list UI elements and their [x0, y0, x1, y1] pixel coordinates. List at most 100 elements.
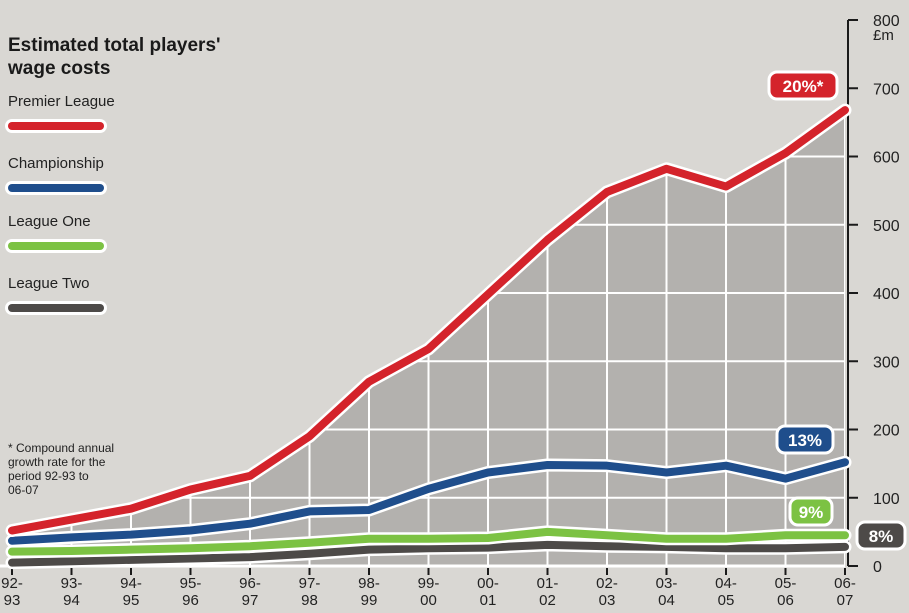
data-point-championship [606, 465, 608, 467]
data-point-championship [487, 471, 489, 473]
data-point-championship [547, 464, 548, 466]
data-point-premier [71, 519, 72, 521]
x-tick-label: 96-97 [239, 575, 261, 609]
chart-title-line-2: wage costs [8, 58, 111, 79]
data-point-league_two [725, 547, 727, 549]
data-point-championship [428, 488, 429, 490]
footnote: * Compound annual growth rate for the pe… [8, 441, 178, 497]
x-tick-label-line-2: 06 [777, 592, 794, 609]
legend-item-league-two: League Two [8, 275, 208, 312]
footnote-line-3: period 92-93 to [8, 469, 89, 483]
data-point-premier [666, 168, 667, 170]
footnote-line-4: 06-07 [8, 483, 39, 497]
x-tick-label-line-2: 07 [837, 592, 854, 609]
x-tick-label: 97-98 [299, 575, 321, 609]
data-point-premier [428, 348, 429, 350]
x-tick-label-line-2: 99 [361, 592, 378, 609]
y-tick-label: 100 [873, 491, 900, 508]
y-tick-label: 600 [873, 150, 900, 167]
data-point-league_one [785, 534, 786, 536]
series-end-badge-league_one [788, 496, 834, 527]
data-point-championship [11, 540, 13, 542]
data-point-championship [71, 536, 72, 538]
data-point-premier [309, 435, 310, 437]
x-tick-label-line-2: 97 [242, 592, 259, 609]
y-tick-label: 200 [873, 423, 900, 440]
footnote-line-2: growth rate for the [8, 455, 106, 469]
data-point-championship [666, 471, 667, 473]
data-point-league_one [487, 537, 489, 539]
x-tick-label: 04-05 [715, 575, 737, 609]
legend-item-league-one: League One [8, 213, 208, 250]
data-point-league_one [547, 531, 548, 533]
chart-title: Estimated total players' wage costs [8, 34, 288, 80]
data-point-league_two [666, 546, 667, 548]
data-point-premier [487, 293, 489, 295]
data-point-league_one [190, 547, 191, 549]
data-point-league_one [725, 538, 727, 540]
x-tick-label-line-1: 02- [596, 575, 618, 592]
legend-swatch-league-two [8, 304, 104, 312]
data-point-premier [547, 239, 548, 241]
y-tick-label: 400 [873, 286, 900, 303]
x-tick-label: 05-06 [775, 575, 797, 609]
x-tick-label-line-2: 02 [539, 592, 556, 609]
data-point-premier [844, 109, 846, 111]
data-point-premier [130, 508, 132, 510]
legend-item-championship: Championship [8, 155, 208, 192]
x-tick-label-line-1: 92- [1, 575, 23, 592]
x-tick-label: 02-03 [596, 575, 618, 609]
data-point-league_one [71, 550, 72, 552]
legend-label-premier-league: Premier League [8, 93, 115, 110]
series-end-label-league_one: 9% [799, 503, 824, 522]
x-tick-label-line-2: 01 [480, 592, 497, 609]
legend-swatch-championship [8, 184, 104, 192]
x-tick-label-line-1: 01- [537, 575, 559, 592]
x-tick-label: 99-00 [418, 575, 440, 609]
x-tick-label-line-1: 94- [120, 575, 142, 592]
x-tick-label-line-1: 05- [775, 575, 797, 592]
x-tick-label-line-1: 97- [299, 575, 321, 592]
legend-label-league-one: League One [8, 213, 91, 230]
x-tick-label: 98-99 [358, 575, 380, 609]
x-tick-label-line-1: 96- [239, 575, 261, 592]
series-end-badge-championship [775, 424, 835, 455]
data-point-championship [844, 461, 846, 463]
data-point-premier [11, 530, 13, 532]
x-tick-label: 06-07 [834, 575, 856, 609]
data-point-league_two [190, 557, 191, 559]
data-point-league_two [487, 547, 489, 549]
x-tick-label-line-2: 95 [123, 592, 140, 609]
data-point-league_two [606, 545, 608, 547]
data-point-championship [190, 530, 191, 532]
x-tick-label-line-1: 95- [180, 575, 202, 592]
data-point-league_two [844, 546, 846, 548]
legend-label-league-two: League Two [8, 275, 90, 292]
data-point-league_two [547, 544, 548, 546]
data-point-championship [130, 534, 132, 536]
series-end-badge-league_two [855, 520, 907, 551]
x-tick-label-line-1: 06- [834, 575, 856, 592]
x-tick-label-line-1: 99- [418, 575, 440, 592]
data-point-league_two [785, 547, 786, 549]
series-end-label-championship: 13% [788, 431, 822, 450]
data-point-league_one [130, 549, 132, 551]
data-point-league_two [309, 553, 310, 555]
data-point-league_two [71, 560, 72, 562]
legend-swatch-league-one [8, 242, 104, 250]
x-tick-label-line-2: 03 [599, 592, 616, 609]
y-tick-label: 800 [873, 13, 900, 30]
data-point-league_one [11, 551, 13, 553]
x-tick-label-line-1: 93- [61, 575, 83, 592]
data-point-championship [725, 465, 727, 467]
data-point-championship [785, 478, 786, 480]
legend-swatch-premier-league [8, 122, 104, 130]
x-tick-label-line-1: 03- [656, 575, 678, 592]
x-tick-label-line-1: 98- [358, 575, 380, 592]
legend-label-championship: Championship [8, 155, 104, 172]
data-point-league_one [309, 542, 310, 544]
x-tick-label-line-1: 00- [477, 575, 499, 592]
x-tick-label-line-2: 04 [658, 592, 675, 609]
